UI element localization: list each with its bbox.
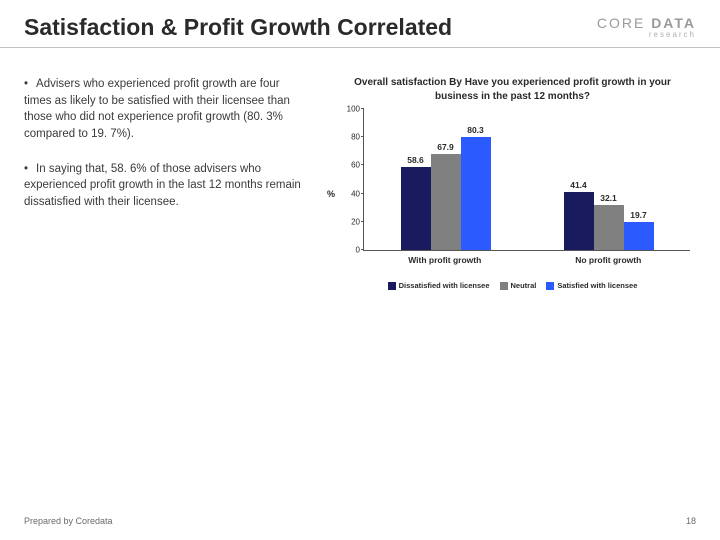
y-tick-label: 40 xyxy=(340,189,360,198)
y-axis-label: % xyxy=(327,189,335,199)
bar-value-label: 41.4 xyxy=(570,180,587,190)
bar-value-label: 67.9 xyxy=(437,142,454,152)
bar: 58.6 xyxy=(401,167,431,250)
bullet-item: •Advisers who experienced profit growth … xyxy=(24,76,309,143)
x-tick-label: With profit growth xyxy=(363,255,527,265)
bar: 41.4 xyxy=(564,192,594,250)
logo-core: CORE xyxy=(597,15,645,31)
bar: 80.3 xyxy=(461,137,491,250)
bars-container: 58.667.980.341.432.119.7 xyxy=(364,109,690,250)
brand-logo: CORE DATA research xyxy=(597,16,696,39)
bar-value-label: 32.1 xyxy=(600,193,617,203)
chart-panel: Overall satisfaction By Have you experie… xyxy=(329,76,696,290)
y-tick-label: 60 xyxy=(340,161,360,170)
logo-sub: research xyxy=(597,31,696,39)
y-tick-label: 20 xyxy=(340,217,360,226)
content: •Advisers who experienced profit growth … xyxy=(0,48,720,290)
bar-value-label: 58.6 xyxy=(407,155,424,165)
footer: Prepared by Coredata 18 xyxy=(24,516,696,526)
bar-value-label: 19.7 xyxy=(630,210,647,220)
legend-swatch xyxy=(500,282,508,290)
bullet-list: •Advisers who experienced profit growth … xyxy=(24,76,309,290)
legend-item: Satisfied with licensee xyxy=(546,281,637,290)
x-tick-label: No profit growth xyxy=(527,255,691,265)
bullet-text: In saying that, 58. 6% of those advisers… xyxy=(24,163,301,208)
legend: Dissatisfied with licensee Neutral Satisfi… xyxy=(329,281,696,290)
y-tick-label: 0 xyxy=(340,246,360,255)
legend-item: Dissatisfied with licensee xyxy=(388,281,490,290)
y-tick-label: 80 xyxy=(340,133,360,142)
legend-swatch xyxy=(546,282,554,290)
legend-label: Dissatisfied with licensee xyxy=(399,281,490,290)
bar-group: 58.667.980.3 xyxy=(364,109,527,250)
bar: 19.7 xyxy=(624,222,654,250)
chart-title: Overall satisfaction By Have you experie… xyxy=(329,76,696,103)
page-number: 18 xyxy=(686,516,696,526)
legend-swatch xyxy=(388,282,396,290)
bar: 32.1 xyxy=(594,205,624,250)
legend-label: Neutral xyxy=(511,281,537,290)
legend-item: Neutral xyxy=(500,281,537,290)
bar-group: 41.432.119.7 xyxy=(527,109,690,250)
bar-value-label: 80.3 xyxy=(467,125,484,135)
bar: 67.9 xyxy=(431,154,461,250)
chart: % 58.667.980.341.432.119.7 020406080100 … xyxy=(329,109,696,279)
bullet-item: •In saying that, 58. 6% of those adviser… xyxy=(24,161,309,211)
logo-data: DATA xyxy=(651,15,696,31)
plot-area: 58.667.980.341.432.119.7 020406080100 xyxy=(363,109,690,251)
y-tick-label: 100 xyxy=(340,105,360,114)
header: Satisfaction & Profit Growth Correlated … xyxy=(0,0,720,48)
bullet-text: Advisers who experienced profit growth a… xyxy=(24,78,290,140)
x-axis-labels: With profit growthNo profit growth xyxy=(363,255,690,265)
page-title: Satisfaction & Profit Growth Correlated xyxy=(24,14,452,41)
legend-label: Satisfied with licensee xyxy=(557,281,637,290)
footer-left: Prepared by Coredata xyxy=(24,516,113,526)
